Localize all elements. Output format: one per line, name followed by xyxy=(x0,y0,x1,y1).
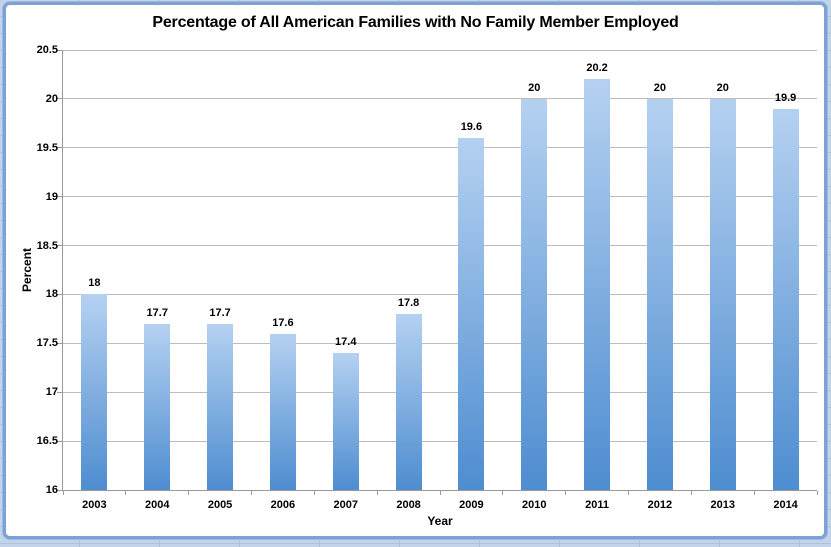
chart-title: Percentage of All American Families with… xyxy=(152,14,679,31)
gridline xyxy=(63,98,817,100)
gridline xyxy=(63,293,817,295)
data-label-2009: 19.6 xyxy=(460,121,483,133)
x-tick-label-2004: 2004 xyxy=(145,499,170,511)
bar-2011[interactable] xyxy=(584,79,611,490)
x-tick-mark xyxy=(502,491,504,495)
bar-2010[interactable] xyxy=(521,98,548,490)
y-axis-line xyxy=(62,50,63,491)
plot-area: 16 16.5 17 17.5 18 18.5 19 19.5 20 20.5 18 2003 17.7… xyxy=(37,44,818,511)
bar-2005[interactable] xyxy=(207,323,234,490)
bar-2006[interactable] xyxy=(269,333,296,490)
gridline xyxy=(63,245,817,247)
x-tick-mark xyxy=(753,491,755,495)
bar-2003[interactable] xyxy=(81,294,108,490)
y-tick-mark xyxy=(57,440,62,442)
x-tick-label-2005: 2005 xyxy=(207,499,233,511)
data-label-2012: 20 xyxy=(653,81,667,94)
y-tick-label: 18 xyxy=(45,288,58,301)
y-tick-label: 16 xyxy=(45,484,58,496)
gridline xyxy=(63,147,817,149)
y-tick-label: 20.5 xyxy=(36,44,58,56)
y-tick-mark xyxy=(57,147,62,149)
data-label-2007: 17.4 xyxy=(335,336,357,349)
x-axis-line xyxy=(62,490,817,491)
bar-2004[interactable] xyxy=(144,323,171,490)
bar-2012[interactable] xyxy=(646,98,673,490)
x-tick-mark xyxy=(313,491,315,495)
bar-2009[interactable] xyxy=(458,138,485,490)
y-tick-label: 17 xyxy=(45,386,58,399)
y-tick-mark xyxy=(57,342,62,344)
y-tick-label: 18.5 xyxy=(36,239,58,252)
x-tick-mark xyxy=(251,491,252,495)
x-tick-mark xyxy=(439,491,441,495)
gridline xyxy=(63,342,817,344)
gridline xyxy=(63,440,817,442)
gridline xyxy=(63,391,817,393)
x-tick-mark xyxy=(188,491,190,495)
x-tick-mark xyxy=(376,491,378,495)
data-label-2003: 18 xyxy=(88,277,101,290)
x-tick-label-2008: 2008 xyxy=(396,499,421,511)
y-tick-mark xyxy=(57,489,62,491)
y-axis-title: Percent xyxy=(20,247,34,293)
x-tick-label-2003: 2003 xyxy=(82,499,107,511)
x-tick-label-2013: 2013 xyxy=(710,499,735,511)
x-tick-label-2011: 2011 xyxy=(585,499,610,511)
y-tick-label: 20 xyxy=(45,92,58,105)
y-tick-mark xyxy=(57,98,62,100)
data-label-2008: 17.8 xyxy=(397,297,420,309)
y-tick-mark xyxy=(57,196,62,198)
y-tick-mark xyxy=(57,245,62,247)
data-label-2006: 17.6 xyxy=(272,316,294,329)
data-label-2013: 20 xyxy=(716,81,729,94)
x-tick-label-2006: 2006 xyxy=(270,499,296,511)
x-tick-mark xyxy=(690,491,692,495)
y-tick-label: 16.5 xyxy=(36,435,58,448)
data-label-2014: 19.9 xyxy=(774,91,797,104)
x-tick-mark xyxy=(816,491,818,495)
x-tick-label-2007: 2007 xyxy=(333,499,358,511)
x-tick-mark xyxy=(125,491,127,495)
data-label-2010: 20 xyxy=(528,81,541,94)
x-tick-mark xyxy=(628,491,629,495)
bar-2014[interactable] xyxy=(772,108,799,490)
y-tick-label: 17.5 xyxy=(36,337,58,350)
y-tick-label: 19.5 xyxy=(36,141,58,154)
x-tick-label-2012: 2012 xyxy=(647,499,673,511)
y-tick-mark xyxy=(57,391,62,393)
data-label-2011: 20.2 xyxy=(586,62,608,75)
x-tick-mark xyxy=(62,491,64,495)
x-tick-label-2010: 2010 xyxy=(522,499,547,511)
data-label-2005: 17.7 xyxy=(209,306,231,319)
bar-2013[interactable] xyxy=(709,98,736,490)
x-axis-title: Year xyxy=(427,514,453,528)
x-tick-label-2014: 2014 xyxy=(773,499,798,511)
gridline xyxy=(63,49,817,51)
x-tick-label-2009: 2009 xyxy=(459,499,484,511)
x-tick-mark xyxy=(565,491,567,495)
gridline xyxy=(63,196,817,198)
bar-2007[interactable] xyxy=(332,353,359,490)
y-tick-label: 19 xyxy=(45,190,58,203)
data-label-2004: 17.7 xyxy=(146,306,168,319)
y-tick-mark xyxy=(57,293,62,295)
y-tick-mark xyxy=(57,49,62,51)
bar-2008[interactable] xyxy=(395,314,422,490)
